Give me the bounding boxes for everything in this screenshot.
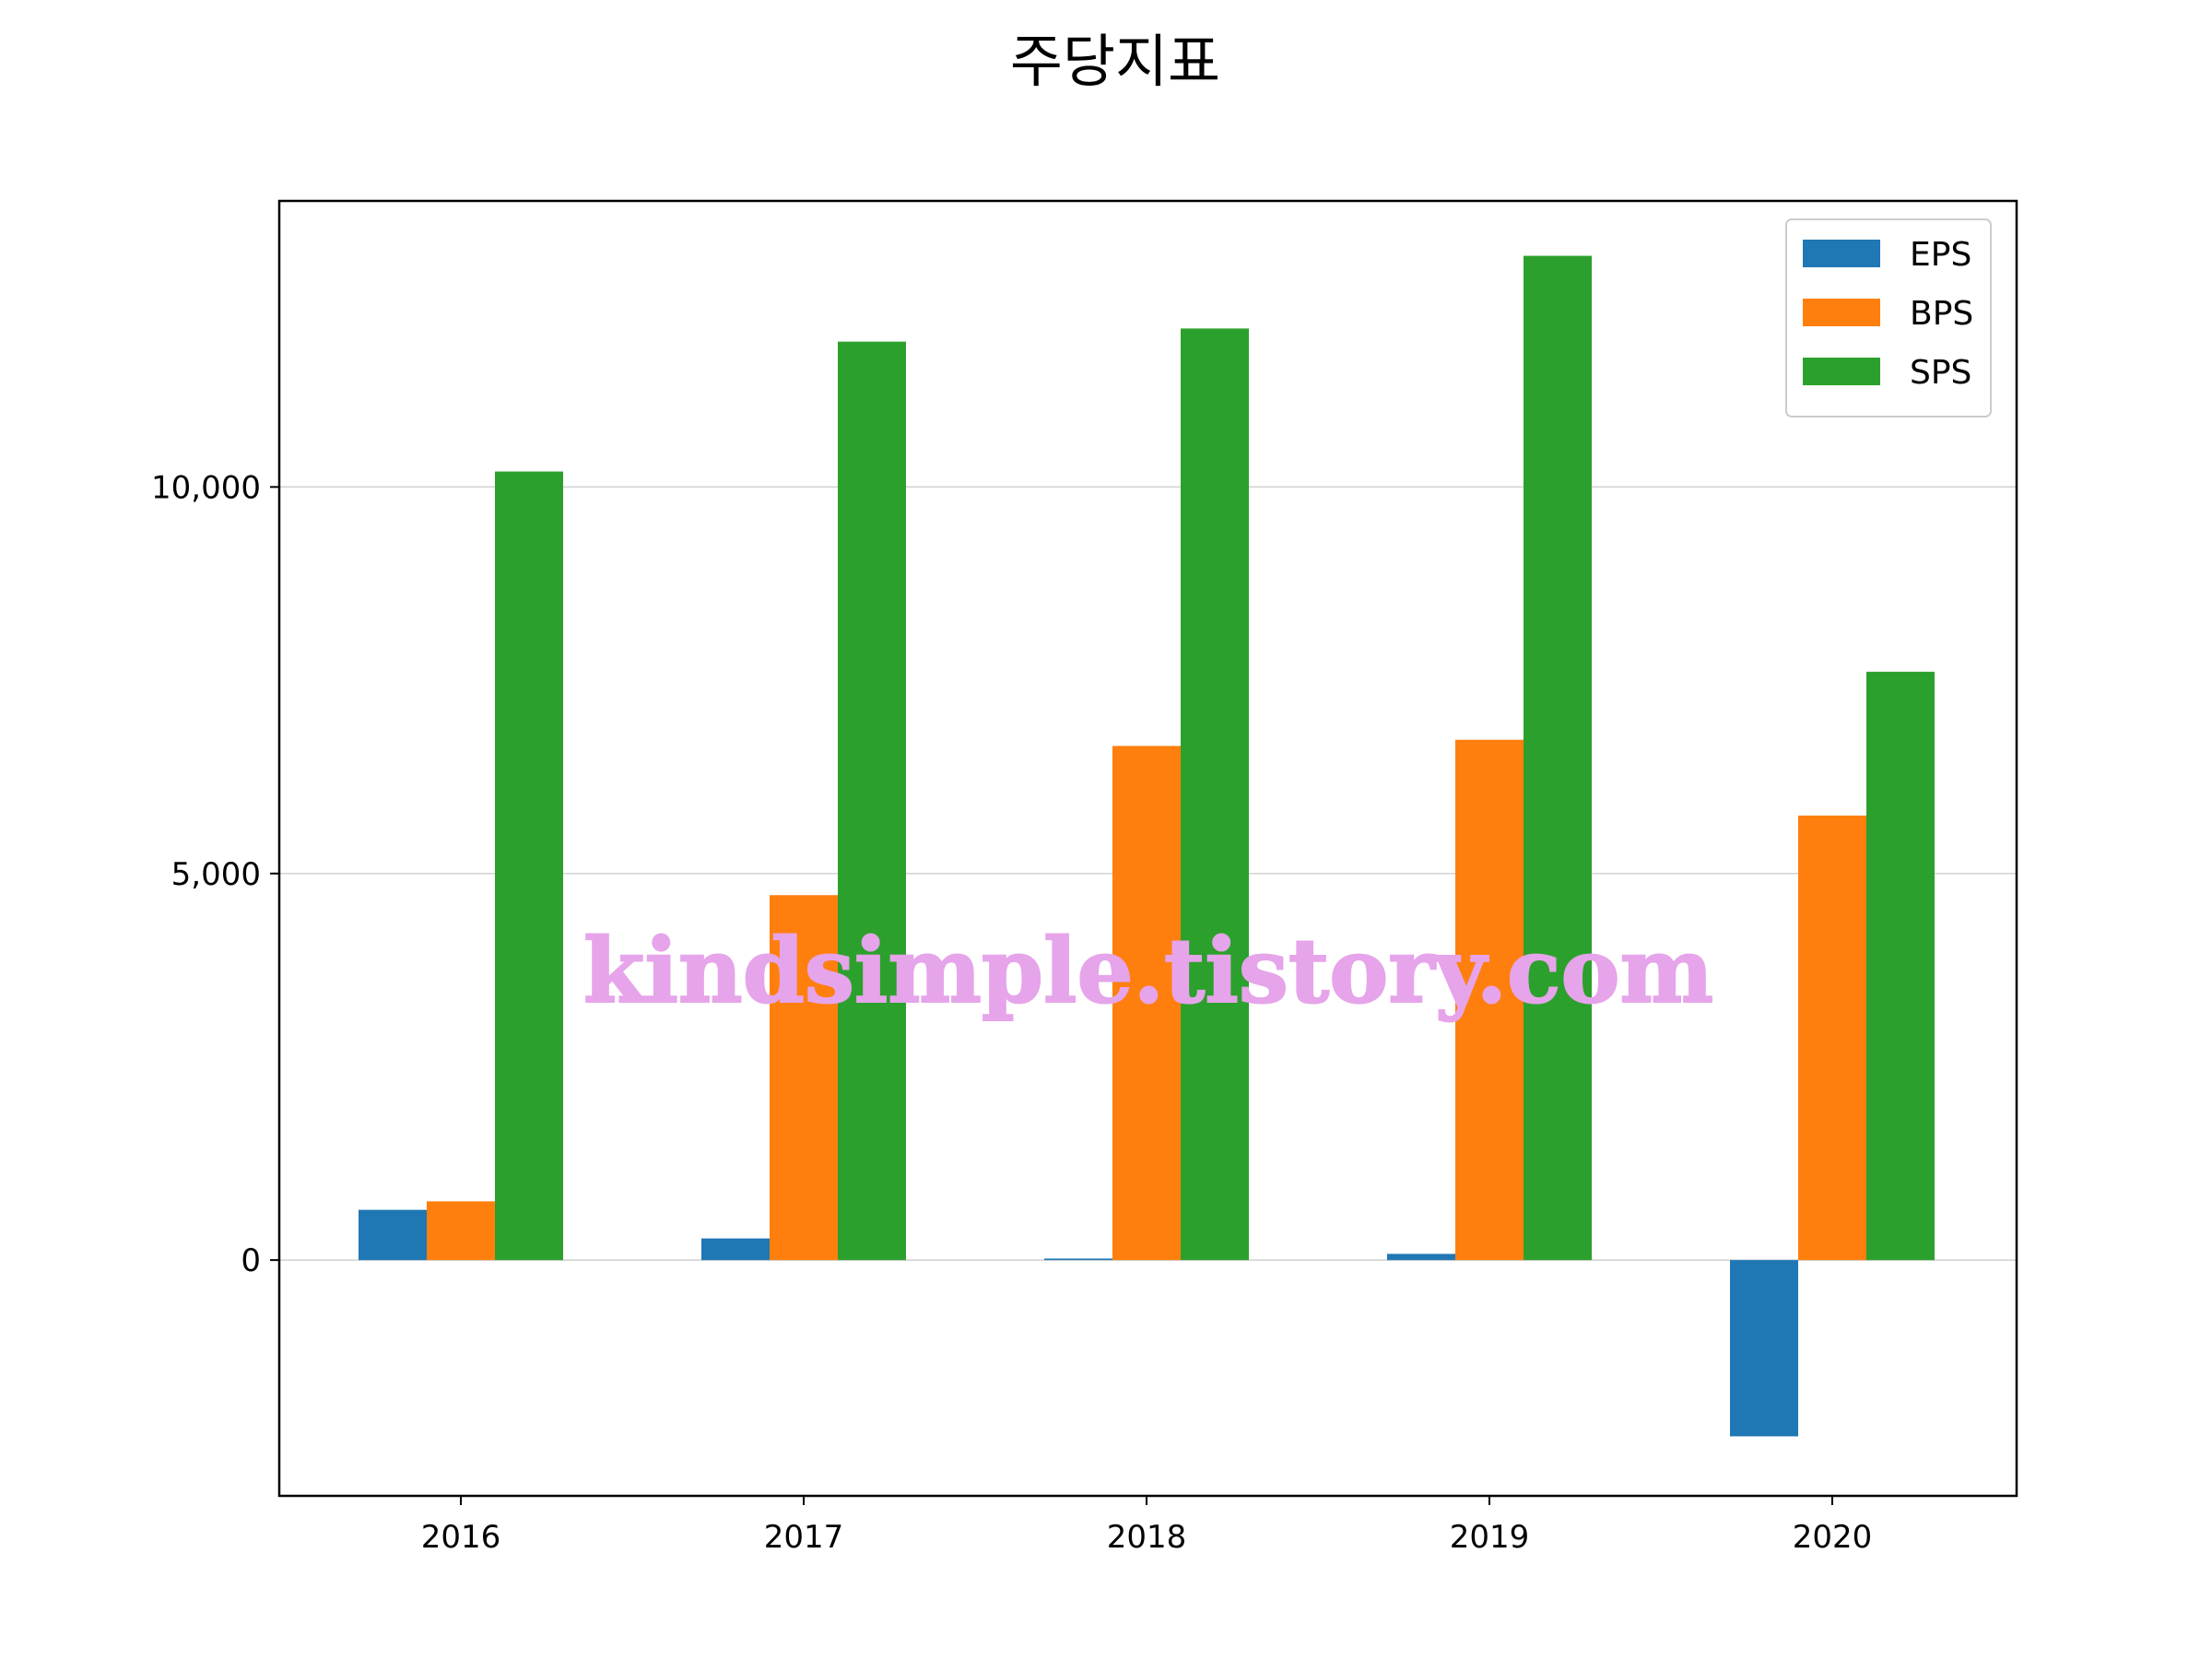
bar-eps-2020 xyxy=(1730,1260,1798,1437)
legend-label-bps: BPS xyxy=(1910,295,1973,333)
x-axis: 2016 2017 2018 2019 2020 xyxy=(421,1496,1873,1556)
plot-area-frame xyxy=(277,199,2018,1498)
y-tick-label: 10,000 xyxy=(151,469,261,506)
bar-bps-2019 xyxy=(1455,739,1524,1261)
bar-bps-2017 xyxy=(770,895,838,1261)
legend: EPS BPS SPS xyxy=(1785,218,1992,418)
watermark-text: kindsimple.tistory.com xyxy=(583,919,1713,1023)
legend-swatch-eps xyxy=(1803,240,1880,267)
bars xyxy=(359,255,1935,1437)
x-tick-label: 2019 xyxy=(1450,1519,1530,1556)
bar-eps-2018 xyxy=(1044,1258,1112,1261)
bar-sps-2017 xyxy=(838,341,906,1261)
x-tick-label: 2016 xyxy=(421,1519,501,1556)
bar-sps-2018 xyxy=(1181,328,1249,1261)
bar-eps-2019 xyxy=(1387,1253,1455,1261)
y-tick-label: 0 xyxy=(241,1242,261,1279)
x-tick-label: 2017 xyxy=(764,1519,844,1556)
legend-swatch-bps xyxy=(1803,299,1880,326)
bar-eps-2017 xyxy=(701,1238,770,1261)
y-axis: 0 5,000 10,000 xyxy=(151,469,279,1279)
bar-sps-2020 xyxy=(1866,671,1935,1261)
bar-bps-2016 xyxy=(427,1201,495,1261)
x-tick-label: 2020 xyxy=(1793,1519,1873,1556)
legend-swatch-sps xyxy=(1803,358,1880,385)
bar-bps-2018 xyxy=(1112,746,1181,1261)
legend-label-eps: EPS xyxy=(1910,236,1971,274)
bar-bps-2020 xyxy=(1798,815,1866,1261)
chart-title: 주당지표 xyxy=(1010,28,1220,95)
y-tick-label: 5,000 xyxy=(171,856,261,893)
bar-sps-2019 xyxy=(1524,255,1592,1261)
bar-sps-2016 xyxy=(495,471,563,1261)
x-tick-label: 2018 xyxy=(1107,1519,1187,1556)
legend-label-sps: SPS xyxy=(1910,354,1971,392)
bar-eps-2016 xyxy=(359,1209,427,1261)
